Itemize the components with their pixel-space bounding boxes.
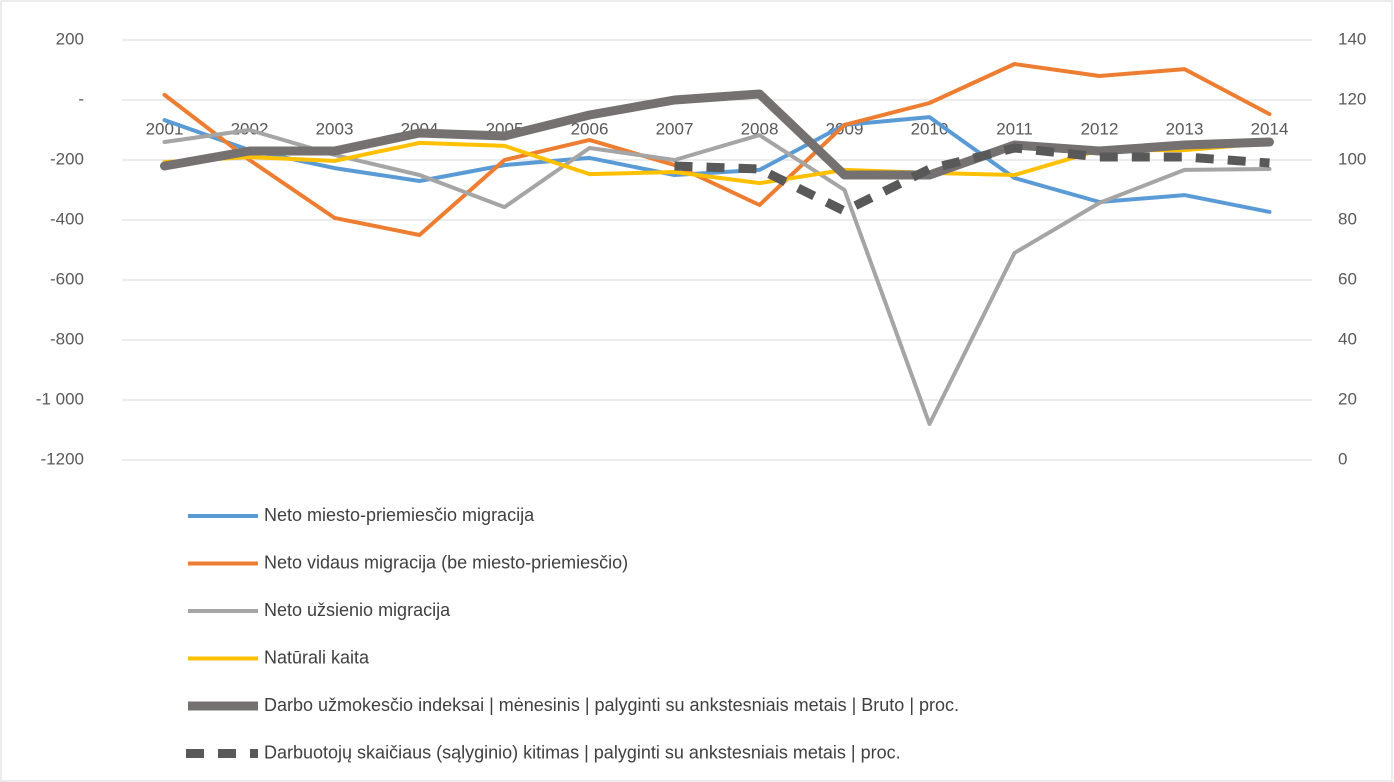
x-tick-label: 2006: [571, 119, 609, 138]
x-tick-label: 2014: [1251, 119, 1289, 138]
legend-label: Darbo užmokesčio indeksai | mėnesinis | …: [264, 695, 959, 715]
x-tick-label: 2003: [316, 119, 354, 138]
series-line: [162, 115, 1272, 214]
legend-label: Natūrali kaita: [264, 647, 370, 667]
legend-label: Neto miesto-priemiesčio migracija: [264, 505, 535, 525]
y-tick-label: -800: [50, 329, 84, 348]
y2-tick-label: 80: [1338, 209, 1357, 228]
y2-tick-label: 60: [1338, 269, 1357, 288]
series-line: [674, 143, 1270, 216]
x-tick-label: 2013: [1166, 119, 1204, 138]
y2-tick-label: 0: [1338, 449, 1347, 468]
series-line: [160, 89, 1274, 180]
x-tick-label: 2007: [656, 119, 694, 138]
y-tick-label: -400: [50, 209, 84, 228]
y-tick-label: -1 000: [36, 389, 84, 408]
legend-label: Neto vidaus migracija (be miesto-priemie…: [264, 552, 628, 572]
y2-tick-label: 40: [1338, 329, 1357, 348]
y-tick-label: -600: [50, 269, 84, 288]
x-tick-label: 2012: [1081, 119, 1119, 138]
legend-label: Darbuotojų skaičiaus (sąlyginio) kitimas…: [264, 742, 901, 762]
series-line: [162, 62, 1272, 237]
x-tick-label: 2001: [146, 119, 184, 138]
y2-tick-label: 120: [1338, 89, 1366, 108]
y-tick-label: 200: [56, 29, 84, 48]
y2-tick-label: 140: [1338, 29, 1366, 48]
x-tick-label: 2008: [741, 119, 779, 138]
x-tick-label: 2011: [996, 119, 1033, 138]
y-tick-label: -1200: [41, 449, 84, 468]
legend-label: Neto užsienio migracija: [264, 600, 451, 620]
y-tick-label: -200: [50, 149, 84, 168]
y2-tick-label: 20: [1338, 389, 1357, 408]
y-tick-label: -: [78, 89, 84, 108]
y2-tick-label: 100: [1338, 149, 1366, 168]
